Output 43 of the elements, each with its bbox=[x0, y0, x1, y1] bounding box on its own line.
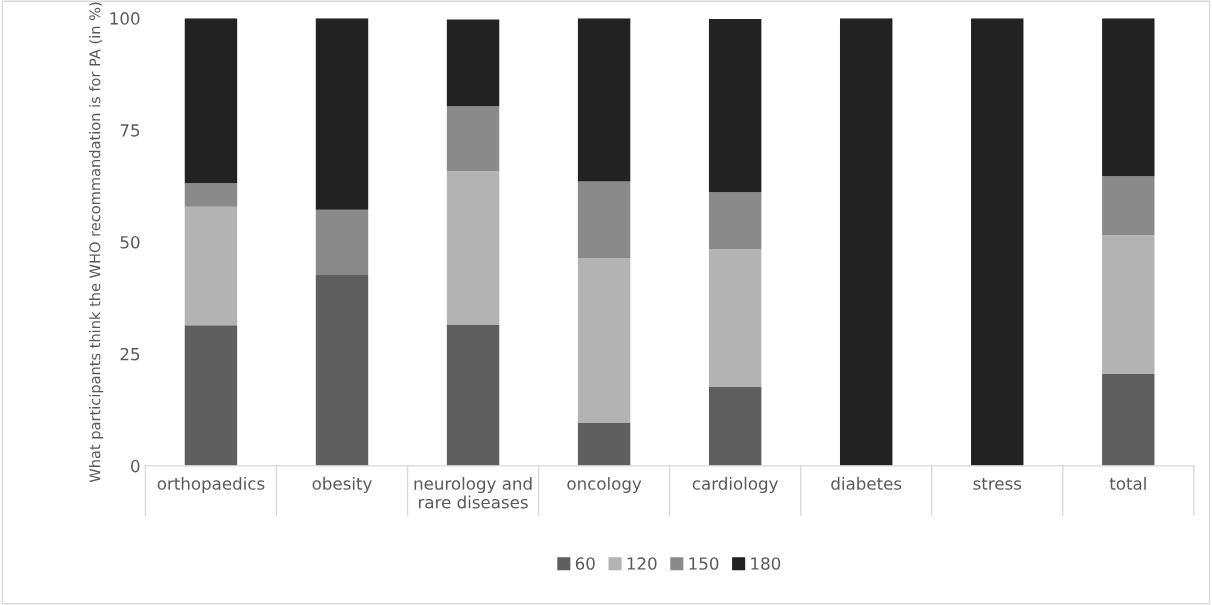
y-axis-title: What participants think the WHO recommandation is for PA (in %) bbox=[89, 2, 104, 483]
x-tick-label: orthopaedics bbox=[157, 476, 265, 494]
bar bbox=[184, 206, 238, 326]
bar bbox=[446, 324, 500, 466]
bar bbox=[971, 18, 1024, 466]
bar bbox=[1102, 18, 1155, 177]
bar bbox=[446, 19, 500, 107]
x-tick-label: total bbox=[1109, 476, 1146, 490]
bar bbox=[708, 192, 762, 250]
bar bbox=[446, 106, 500, 172]
bar bbox=[315, 18, 369, 210]
bar bbox=[1102, 235, 1155, 375]
bar bbox=[184, 18, 238, 184]
y-tick-label: 0 bbox=[131, 459, 140, 473]
y-tick-label: 100 bbox=[110, 12, 140, 25]
x-tick-label: stress bbox=[973, 477, 1022, 490]
bar bbox=[184, 183, 238, 207]
x-tick-label: neurology and rare diseases bbox=[414, 476, 532, 509]
bar bbox=[577, 181, 631, 259]
bar bbox=[1102, 176, 1155, 236]
legend-label: 60 bbox=[575, 557, 595, 570]
x-tick-label: oncology bbox=[567, 476, 642, 494]
bar bbox=[708, 249, 762, 387]
x-tick-label: cardiology bbox=[692, 476, 778, 494]
bar bbox=[446, 171, 500, 325]
bar bbox=[1102, 374, 1155, 466]
legend-label: 120 bbox=[627, 557, 657, 570]
bar bbox=[708, 386, 762, 466]
y-tick-label: 25 bbox=[120, 347, 140, 361]
bar bbox=[315, 274, 369, 466]
bar bbox=[577, 18, 631, 182]
bar bbox=[577, 422, 631, 466]
bar bbox=[708, 19, 762, 193]
y-tick-label: 50 bbox=[120, 235, 140, 249]
bar bbox=[184, 325, 238, 466]
legend-label: 180 bbox=[751, 557, 781, 570]
bar bbox=[315, 209, 369, 275]
y-tick-label: 75 bbox=[120, 124, 140, 137]
bar bbox=[839, 18, 893, 466]
x-tick-label: diabetes bbox=[831, 476, 902, 490]
legend-label: 150 bbox=[689, 557, 719, 570]
x-tick-label: obesity bbox=[312, 476, 372, 494]
bar bbox=[577, 258, 631, 423]
